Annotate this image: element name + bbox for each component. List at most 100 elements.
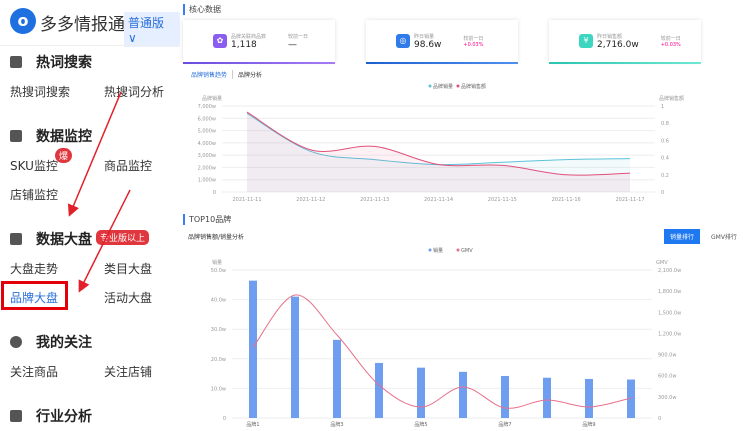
pro-badge: 专业版以上 <box>96 230 150 245</box>
y2-tick-label: 0.4 <box>661 156 669 162</box>
compare-label: 较前一日 <box>463 35 484 42</box>
y2-tick-label: 900.0w <box>658 353 676 359</box>
hot-badge: 爆 <box>55 148 73 163</box>
y-tick-label: 40.0w <box>211 298 226 304</box>
section-data-market: 数据大盘 <box>10 229 92 249</box>
highlight-box <box>1 281 68 310</box>
section-title: 行业分析 <box>36 409 92 425</box>
gmv-line <box>252 294 632 409</box>
y2-tick-label: 0 <box>661 190 664 196</box>
nav-follow-shops[interactable]: 关注店铺 <box>104 365 153 379</box>
y-tick-label: 3,000w <box>198 153 216 159</box>
y2-tick-label: 600.0w <box>658 374 676 380</box>
x-tick-label: 2021-11-11 <box>232 197 261 203</box>
legend-marker <box>428 248 432 252</box>
version-label: 普通版 <box>128 16 165 30</box>
y2-tick-label: 0.6 <box>661 138 669 144</box>
bar <box>627 379 635 418</box>
y-tick-label: 0 <box>223 416 226 422</box>
section-my-follow: 我的关注 <box>10 332 92 352</box>
section-title: 热词搜索 <box>36 55 92 71</box>
nav-sku-monitor[interactable]: SKU监控 <box>10 159 58 173</box>
sidebar: o 多多情报通 普通版 ∨ 热词搜索 热搜词搜索 热搜词分析 数据监控 SKU监… <box>0 0 180 431</box>
y-tick-label: 50.0w <box>211 268 226 274</box>
tab-brand-analysis[interactable]: 品牌分析 <box>238 72 263 79</box>
section-monitor: 数据监控 <box>10 126 92 146</box>
y2-tick-label: 1,200.0w <box>658 331 681 337</box>
x-tick-label: 2021-11-16 <box>552 197 581 203</box>
series-area <box>247 113 630 192</box>
section-title: 数据大盘 <box>36 232 92 248</box>
industry-icon <box>10 410 22 422</box>
nav-product-monitor[interactable]: 商品监控 <box>104 159 153 173</box>
x-tick-label: 2021-11-14 <box>424 197 453 203</box>
y-axis-label: 销量 <box>212 259 222 266</box>
legend-marker <box>428 84 432 88</box>
compare-label: 较前一日 <box>660 35 681 42</box>
brand-name: 多多情报通 <box>40 15 125 35</box>
divider <box>0 45 180 46</box>
bar <box>585 378 593 418</box>
y-tick-label: 10.0w <box>211 386 226 392</box>
x-tick-label: 2021-11-17 <box>615 197 644 203</box>
sales-rank-button[interactable]: 销量排行 <box>664 229 701 244</box>
y2-tick-label: 1 <box>661 104 664 110</box>
version-select[interactable]: 普通版 ∨ <box>124 12 180 47</box>
product-icon: ✿ <box>213 34 227 48</box>
nav-brand-market[interactable]: 品牌大盘 <box>10 291 59 305</box>
y2-tick-label: 0.8 <box>661 121 669 127</box>
nav-category-market[interactable]: 类目大盘 <box>104 262 153 276</box>
logo-icon: o <box>10 8 36 34</box>
stat-value: 2,716.0w <box>597 39 639 50</box>
top10-bar-chart: 0 10.0w 20.0w 30.0w 40.0w 50.0w 0 300.0w 600.0w 9… <box>211 247 681 428</box>
y-tick-label: 1,000w <box>198 178 216 184</box>
y2-tick-label: 300.0w <box>658 395 676 401</box>
nav-activity-market[interactable]: 活动大盘 <box>104 291 153 305</box>
nav-shop-monitor[interactable]: 店铺监控 <box>10 188 59 202</box>
bar <box>375 362 383 418</box>
y-tick-label: 20.0w <box>211 357 226 363</box>
section-title: 我的关注 <box>36 335 92 351</box>
chart-icon <box>10 233 22 245</box>
top10-subtitle: 品牌销售额/销量分析 <box>188 234 245 241</box>
x-tick-label: 品牌7 <box>498 421 511 428</box>
card-accent <box>366 62 518 64</box>
tab-brand-trend[interactable]: 品牌销售趋势 <box>186 70 234 79</box>
y-tick-label: 6,000w <box>198 116 216 122</box>
legend-label: 销量 <box>433 247 443 254</box>
legend-label: 品牌销量 <box>433 83 453 90</box>
stat-label: 昨日销量 <box>414 33 435 40</box>
x-tick-label: 2021-11-15 <box>488 197 517 203</box>
y2-tick-label: 2,100.0w <box>658 268 681 274</box>
bar <box>291 296 299 418</box>
y2-tick-label: 0 <box>658 416 661 422</box>
y2-axis-label: GMV <box>656 260 668 266</box>
nav-hot-analysis[interactable]: 热搜词分析 <box>104 85 165 99</box>
chart-tabs: 品牌销售趋势 品牌分析 <box>186 70 267 79</box>
trend-line-chart: 0 1,000w 2,000w 3,000w 4,000w 5,000w 6,000w 7,0… <box>198 83 684 203</box>
y-tick-label: 2,000w <box>198 165 216 171</box>
series-area <box>247 112 630 192</box>
stat-card: ¥ 昨日销售额 2,716.0w 较前一日 +0.03% <box>549 20 701 64</box>
x-tick-label: 2021-11-12 <box>296 197 325 203</box>
nav-follow-products[interactable]: 关注商品 <box>10 365 59 379</box>
revenue-icon: ¥ <box>579 34 593 48</box>
y-tick-label: 30.0w <box>211 327 226 333</box>
series-line <box>246 111 631 176</box>
core-data-title: 核心数据 <box>183 4 221 15</box>
compare-value: +0.03% <box>463 41 484 48</box>
nav-hot-search[interactable]: 热搜词搜索 <box>10 85 71 99</box>
bar <box>459 371 467 418</box>
bar <box>333 339 341 418</box>
gmv-rank-button[interactable]: GMV排行 <box>711 234 737 241</box>
nav-market-trend[interactable]: 大盘走势 <box>10 262 59 276</box>
stat-card: ✿ 品牌关联商品数 1,118 较前一日 — <box>183 20 335 64</box>
legend-marker <box>456 84 460 88</box>
stat-label: 品牌关联商品数 <box>231 33 267 40</box>
legend-label: 品牌销售额 <box>461 83 486 90</box>
bar <box>543 377 551 418</box>
chevron-down-icon: ∨ <box>128 31 137 45</box>
section-title: 数据监控 <box>36 129 92 145</box>
y-tick-label: 4,000w <box>198 141 216 147</box>
section-hot-search: 热词搜索 <box>10 52 92 72</box>
